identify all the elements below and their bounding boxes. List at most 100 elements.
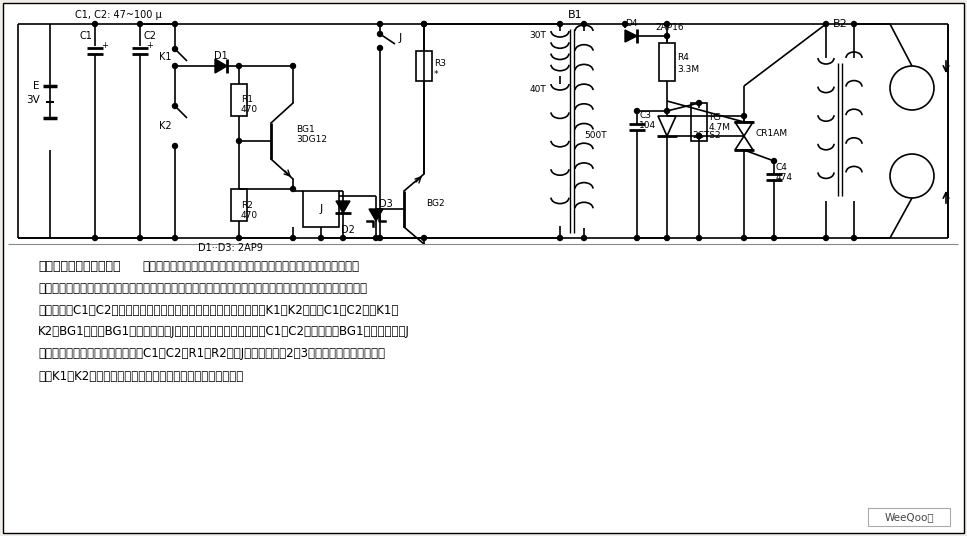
Circle shape bbox=[172, 21, 178, 26]
Text: *: * bbox=[434, 70, 438, 78]
Text: +: + bbox=[102, 41, 108, 50]
Polygon shape bbox=[215, 59, 227, 73]
Text: B2: B2 bbox=[833, 19, 847, 29]
Text: +: + bbox=[147, 41, 154, 50]
Circle shape bbox=[137, 21, 142, 26]
Text: C2: C2 bbox=[143, 31, 156, 41]
Text: 474: 474 bbox=[776, 174, 793, 182]
Circle shape bbox=[172, 144, 178, 148]
Text: J: J bbox=[398, 33, 401, 43]
Text: 本电子点火器可安装在一般家用液化气或煤气灰上，较一般压电式煤气: 本电子点火器可安装在一般家用液化气或煤气灰上，较一般压电式煤气 bbox=[142, 259, 359, 272]
Circle shape bbox=[137, 235, 142, 241]
Circle shape bbox=[634, 108, 639, 114]
Circle shape bbox=[742, 114, 747, 118]
Text: C1: C1 bbox=[79, 31, 92, 41]
Text: K2给BG1供电，BG1导通，继电器J吸合，接通点火电路数秒后，C1或C2放电完毕，BG1截止，继电器J: K2给BG1供电，BG1导通，继电器J吸合，接通点火电路数秒后，C1或C2放电完… bbox=[38, 325, 410, 339]
Text: E: E bbox=[34, 81, 40, 91]
Circle shape bbox=[852, 235, 857, 241]
Circle shape bbox=[237, 63, 242, 69]
Circle shape bbox=[422, 235, 426, 241]
Circle shape bbox=[558, 235, 563, 241]
Text: C1, C2: 47~100 μ: C1, C2: 47~100 μ bbox=[74, 10, 161, 20]
Circle shape bbox=[172, 235, 178, 241]
Circle shape bbox=[696, 101, 701, 106]
Circle shape bbox=[623, 21, 628, 26]
Circle shape bbox=[664, 33, 669, 39]
Polygon shape bbox=[735, 122, 753, 136]
Polygon shape bbox=[369, 209, 383, 221]
Circle shape bbox=[890, 154, 934, 198]
Text: B1: B1 bbox=[568, 10, 582, 20]
Text: 104: 104 bbox=[639, 122, 657, 130]
Text: 释放，完成点火过程，选择合适的C1或C2、R1或R2，使J吸合时间约为2～3秒，以保证煤气能有效点: 释放，完成点火过程，选择合适的C1或C2、R1或R2，使J吸合时间约为2～3秒，… bbox=[38, 347, 385, 361]
Circle shape bbox=[377, 32, 383, 36]
Text: 30T: 30T bbox=[530, 32, 546, 41]
Circle shape bbox=[93, 21, 98, 26]
Circle shape bbox=[772, 159, 777, 163]
Circle shape bbox=[377, 21, 383, 26]
Circle shape bbox=[237, 138, 242, 144]
Text: K1: K1 bbox=[160, 52, 172, 62]
Circle shape bbox=[664, 21, 669, 26]
Circle shape bbox=[890, 66, 934, 110]
Bar bbox=[303, 191, 339, 227]
Polygon shape bbox=[658, 116, 676, 136]
Text: D3: D3 bbox=[379, 199, 393, 209]
Circle shape bbox=[664, 108, 669, 114]
Circle shape bbox=[824, 21, 829, 26]
Bar bbox=[231, 189, 247, 221]
Text: 3DG12: 3DG12 bbox=[296, 135, 327, 144]
Text: R2: R2 bbox=[241, 200, 253, 210]
Bar bbox=[231, 84, 247, 116]
Text: R5: R5 bbox=[709, 114, 721, 123]
Circle shape bbox=[373, 235, 378, 241]
Bar bbox=[416, 51, 432, 81]
Circle shape bbox=[237, 235, 242, 241]
Circle shape bbox=[558, 21, 563, 26]
Text: R4: R4 bbox=[677, 54, 689, 63]
Text: K2: K2 bbox=[160, 121, 172, 131]
Circle shape bbox=[93, 235, 98, 241]
Text: D2: D2 bbox=[341, 225, 355, 235]
Circle shape bbox=[772, 235, 777, 241]
Text: BG1: BG1 bbox=[296, 124, 314, 133]
Text: 自制煤气自动电子点火器: 自制煤气自动电子点火器 bbox=[38, 259, 121, 272]
Circle shape bbox=[340, 235, 345, 241]
Circle shape bbox=[290, 63, 296, 69]
Circle shape bbox=[581, 21, 587, 26]
Text: R1: R1 bbox=[241, 95, 253, 105]
Circle shape bbox=[377, 235, 383, 241]
Text: D1: D1 bbox=[214, 51, 228, 61]
Text: 500T: 500T bbox=[585, 131, 607, 140]
Text: 2AP16: 2AP16 bbox=[655, 24, 684, 33]
Text: D4: D4 bbox=[625, 19, 637, 28]
Text: J: J bbox=[319, 204, 323, 214]
Text: 470: 470 bbox=[241, 211, 258, 220]
Circle shape bbox=[664, 235, 669, 241]
Text: 关闭状态，C1或C2被充电，当打开开关旋鈕，旋鈕开关迫使微动开关K1或K2接通，C1或C2通过K1或: 关闭状态，C1或C2被充电，当打开开关旋鈕，旋鈕开关迫使微动开关K1或K2接通，… bbox=[38, 303, 398, 316]
Polygon shape bbox=[625, 30, 637, 42]
Text: BG2: BG2 bbox=[426, 199, 445, 209]
Bar bbox=[868, 508, 950, 526]
Text: 点火器点火效率高，方便安全。电路采用可控硅连续触发，利用高压空气放电来点燃煤气。若煤气开关处于: 点火器点火效率高，方便安全。电路采用可控硅连续触发，利用高压空气放电来点燃煤气。… bbox=[38, 281, 367, 294]
Polygon shape bbox=[735, 136, 753, 150]
Circle shape bbox=[634, 235, 639, 241]
Text: D1··D3: 2AP9: D1··D3: 2AP9 bbox=[197, 243, 262, 253]
Circle shape bbox=[172, 63, 178, 69]
Text: 3.3M: 3.3M bbox=[677, 65, 699, 75]
Text: C4: C4 bbox=[776, 163, 788, 173]
Text: R3: R3 bbox=[434, 59, 446, 69]
Text: C3: C3 bbox=[639, 111, 651, 121]
Circle shape bbox=[696, 133, 701, 138]
Circle shape bbox=[290, 187, 296, 191]
Bar bbox=[659, 43, 675, 81]
Text: 3V: 3V bbox=[26, 95, 40, 105]
Text: 燃。K1或K2无论在什么位置，点火完毕后，电路均停止供电。: 燃。K1或K2无论在什么位置，点火完毕后，电路均停止供电。 bbox=[38, 369, 244, 383]
Text: 470: 470 bbox=[241, 106, 258, 115]
Circle shape bbox=[422, 21, 426, 26]
Text: 40T: 40T bbox=[530, 85, 546, 93]
Circle shape bbox=[377, 46, 383, 50]
Text: WeeQoo库: WeeQoo库 bbox=[884, 512, 934, 522]
Text: 4.7M: 4.7M bbox=[709, 123, 731, 132]
Polygon shape bbox=[336, 201, 350, 213]
